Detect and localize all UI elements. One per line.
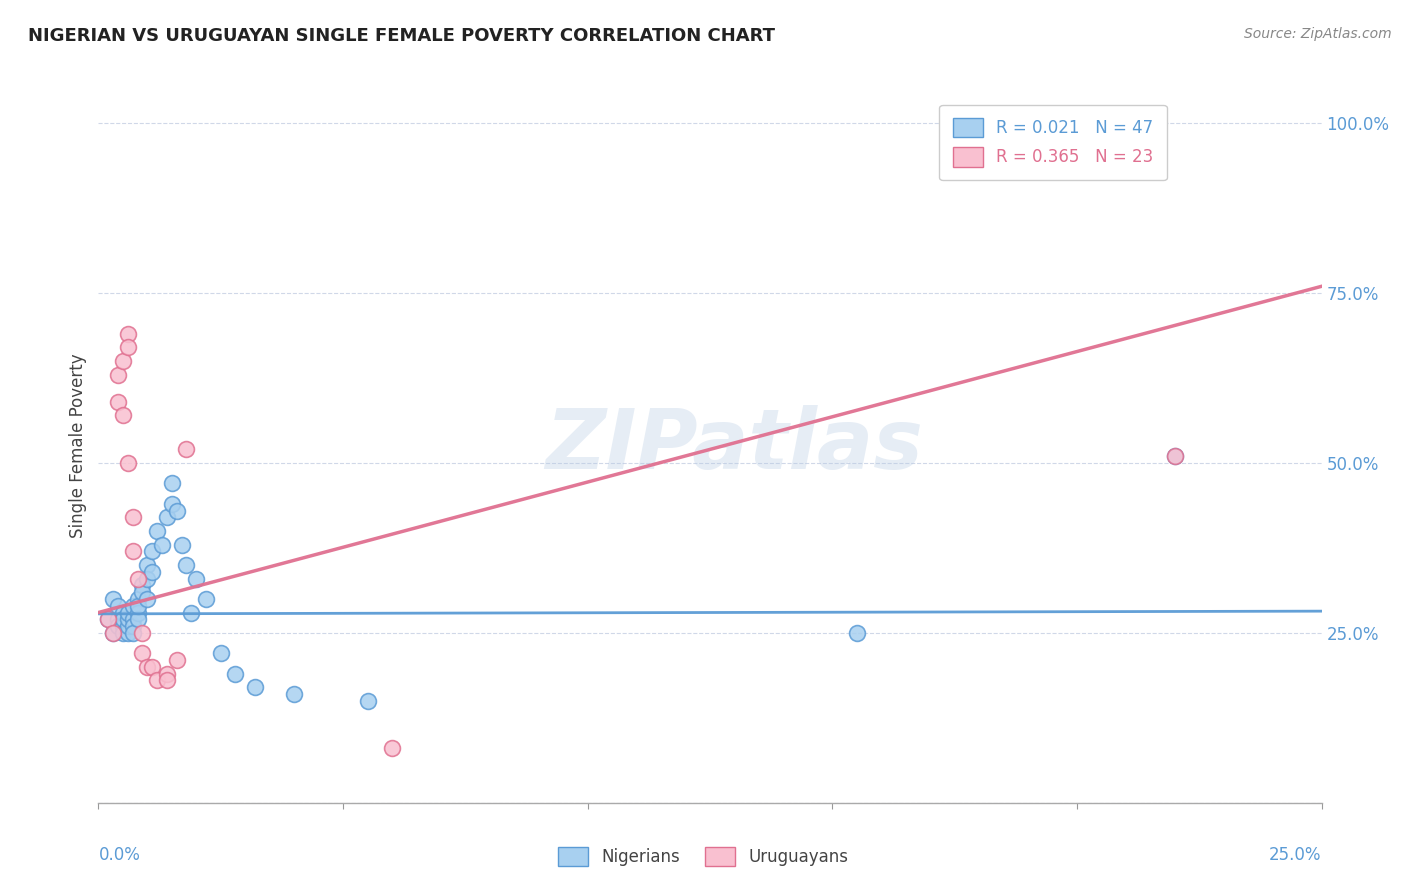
Point — [127, 591, 149, 606]
Point — [121, 612, 143, 626]
Point — [141, 544, 163, 558]
Point — [121, 510, 143, 524]
Point — [160, 476, 183, 491]
Point — [97, 612, 120, 626]
Point — [131, 626, 153, 640]
Text: 0.0%: 0.0% — [98, 846, 141, 863]
Legend: Nigerians, Uruguayans: Nigerians, Uruguayans — [550, 838, 856, 875]
Point — [156, 510, 179, 524]
Point — [186, 572, 208, 586]
Text: NIGERIAN VS URUGUAYAN SINGLE FEMALE POVERTY CORRELATION CHART: NIGERIAN VS URUGUAYAN SINGLE FEMALE POVE… — [28, 27, 775, 45]
Point — [146, 524, 169, 538]
Point — [136, 572, 159, 586]
Point — [117, 341, 139, 355]
Point — [111, 612, 134, 626]
Point — [176, 558, 198, 572]
Point — [131, 646, 153, 660]
Point — [121, 626, 143, 640]
Point — [136, 591, 159, 606]
Point — [195, 591, 218, 606]
Point — [166, 503, 188, 517]
Point — [111, 619, 134, 633]
Point — [1164, 449, 1187, 463]
Point — [131, 585, 153, 599]
Point — [117, 626, 139, 640]
Point — [111, 354, 134, 368]
Legend: R = 0.021   N = 47, R = 0.365   N = 23: R = 0.021 N = 47, R = 0.365 N = 23 — [939, 104, 1167, 180]
Text: Source: ZipAtlas.com: Source: ZipAtlas.com — [1244, 27, 1392, 41]
Point — [1164, 449, 1187, 463]
Point — [117, 456, 139, 470]
Point — [141, 565, 163, 579]
Point — [150, 537, 173, 551]
Point — [107, 619, 129, 633]
Point — [136, 558, 159, 572]
Point — [180, 606, 202, 620]
Point — [131, 578, 153, 592]
Point — [127, 612, 149, 626]
Point — [121, 619, 143, 633]
Point — [107, 394, 129, 409]
Point — [224, 666, 246, 681]
Point — [166, 653, 188, 667]
Point — [101, 591, 124, 606]
Point — [117, 606, 139, 620]
Point — [111, 409, 134, 423]
Point — [111, 606, 134, 620]
Point — [121, 544, 143, 558]
Point — [209, 646, 232, 660]
Point — [127, 599, 149, 613]
Point — [845, 626, 868, 640]
Point — [121, 599, 143, 613]
Point — [97, 612, 120, 626]
Point — [117, 326, 139, 341]
Point — [141, 660, 163, 674]
Point — [156, 666, 179, 681]
Point — [243, 680, 266, 694]
Point — [170, 537, 193, 551]
Point — [356, 694, 378, 708]
Point — [156, 673, 179, 688]
Point — [117, 612, 139, 626]
Point — [117, 619, 139, 633]
Point — [127, 606, 149, 620]
Point — [146, 673, 169, 688]
Point — [101, 626, 124, 640]
Point — [107, 599, 129, 613]
Point — [107, 612, 129, 626]
Point — [136, 660, 159, 674]
Point — [107, 368, 129, 382]
Point — [381, 741, 404, 756]
Point — [160, 497, 183, 511]
Point — [111, 626, 134, 640]
Point — [176, 442, 198, 457]
Point — [283, 687, 305, 701]
Y-axis label: Single Female Poverty: Single Female Poverty — [69, 354, 87, 538]
Text: ZIPatlas: ZIPatlas — [546, 406, 924, 486]
Point — [101, 626, 124, 640]
Text: 25.0%: 25.0% — [1270, 846, 1322, 863]
Point — [127, 572, 149, 586]
